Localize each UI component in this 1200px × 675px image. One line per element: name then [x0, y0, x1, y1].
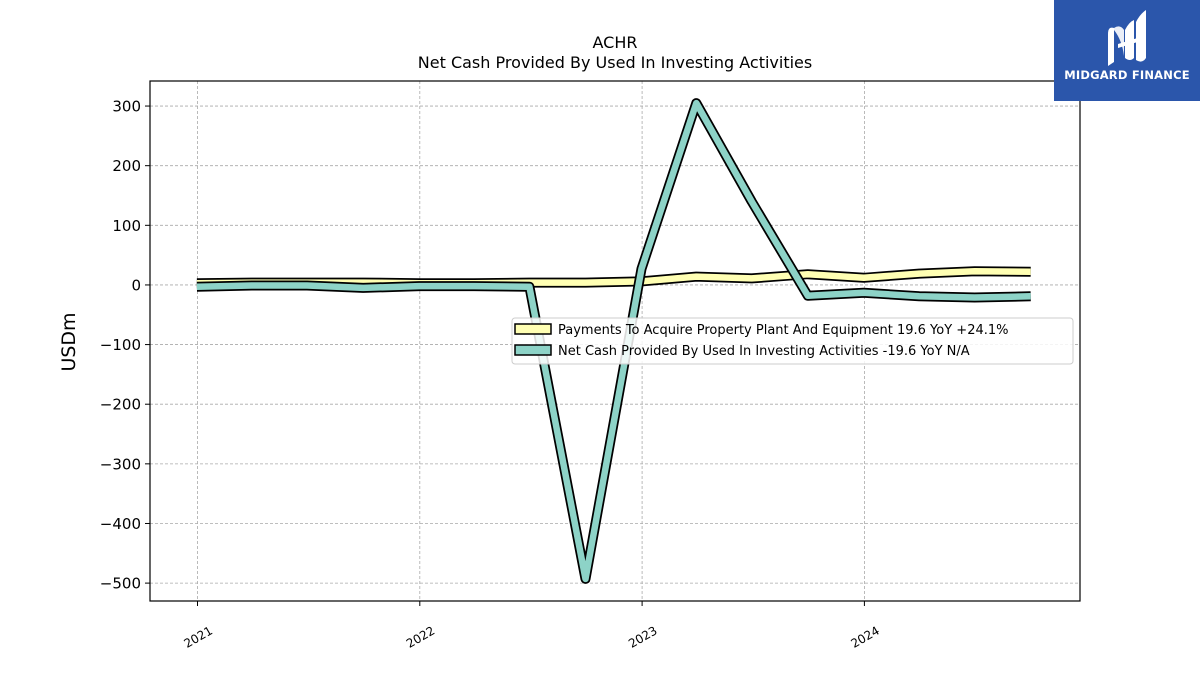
legend-entry-label: Net Cash Provided By Used In Investing A…	[558, 344, 970, 359]
y-tick-label: 0	[131, 276, 141, 294]
x-tick-label: 2024	[848, 623, 881, 650]
plot-frame	[149, 80, 1081, 602]
legend-swatch	[514, 344, 552, 356]
chart-title: ACHR	[593, 33, 638, 52]
y-tick-label: −300	[100, 455, 141, 473]
x-tick-label: 2023	[626, 623, 659, 650]
chart-subtitle: Net Cash Provided By Used In Investing A…	[418, 53, 812, 72]
y-tick-label: −100	[100, 336, 141, 354]
x-tick-label: 2022	[404, 623, 437, 650]
midgard-finance-logo: MIDGARD FINANCE	[1054, 0, 1200, 101]
x-axis-ticks: 2021 2022 2023 2024	[182, 601, 882, 651]
y-tick-label: 200	[112, 157, 141, 175]
y-tick-label: −500	[100, 575, 141, 593]
y-tick-label: −400	[100, 515, 141, 533]
y-axis-ticks: −500 −400 −300 −200 −100 0 100 200 300	[100, 98, 150, 593]
y-tick-label: −200	[100, 396, 141, 414]
legend-entry-label: Payments To Acquire Property Plant And E…	[558, 323, 1009, 338]
legend-box	[511, 317, 1074, 365]
y-tick-label: 300	[112, 98, 141, 116]
series-line-2	[196, 99, 1031, 583]
mf-monogram-icon	[1108, 10, 1146, 67]
x-tick-label: 2021	[182, 623, 215, 650]
legend-swatch	[514, 323, 552, 335]
legend: Payments To Acquire Property Plant And E…	[511, 317, 1074, 365]
logo-text: MIDGARD FINANCE	[1064, 68, 1190, 82]
y-axis-label: USDm	[58, 312, 80, 371]
y-tick-label: 100	[112, 217, 141, 235]
series-layer	[196, 98, 1031, 584]
